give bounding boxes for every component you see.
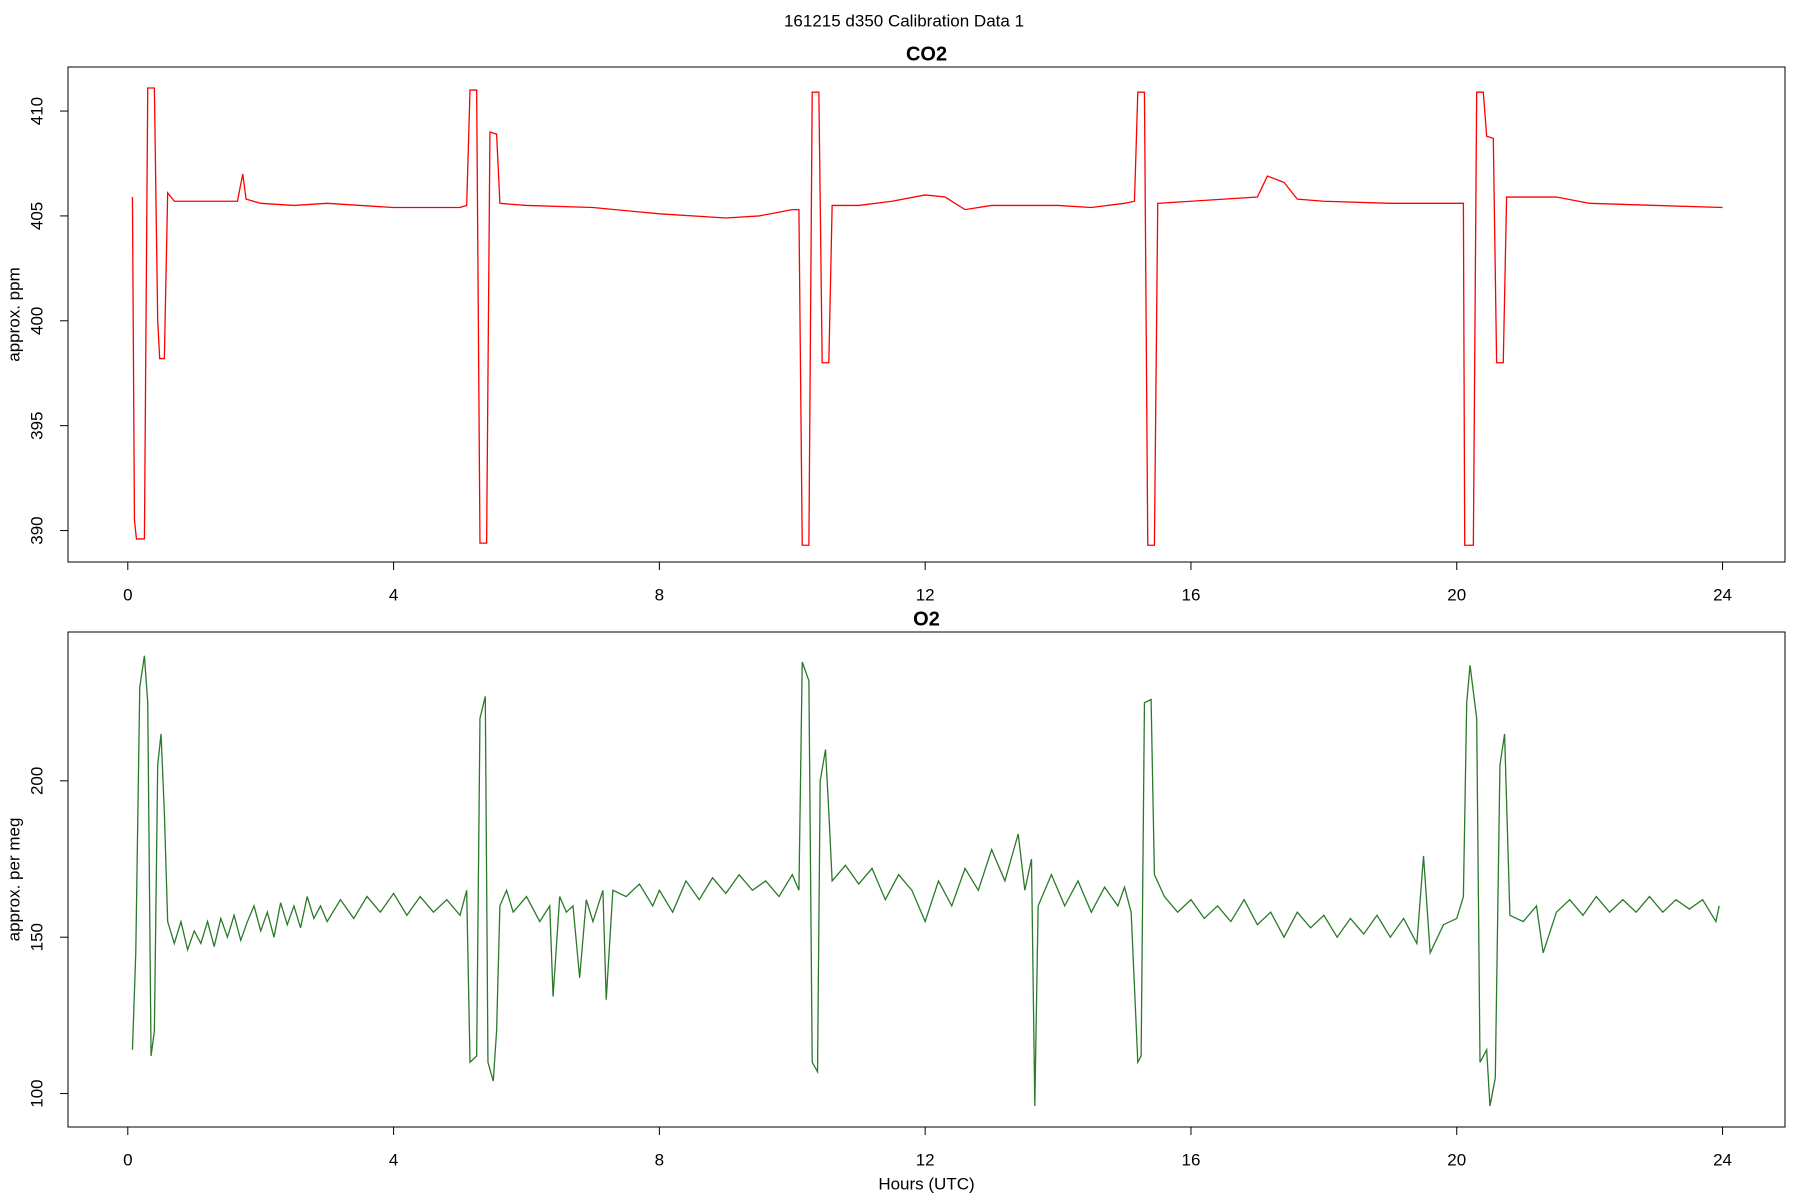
x-tick-label: 20 — [1447, 1150, 1466, 1169]
y-tick-label: 390 — [27, 516, 46, 544]
page-title: 161215 d350 Calibration Data 1 — [784, 11, 1024, 30]
y-tick-label: 150 — [27, 923, 46, 951]
chart-title: O2 — [913, 608, 940, 630]
x-tick-label: 12 — [916, 585, 935, 604]
x-tick-label: 8 — [655, 585, 664, 604]
x-tick-label: 16 — [1181, 1150, 1200, 1169]
y-axis-label: approx. ppm — [4, 267, 23, 362]
x-tick-label: 8 — [655, 1150, 664, 1169]
data-line — [131, 87, 1723, 546]
x-tick-label: 16 — [1181, 585, 1200, 604]
y-tick-label: 200 — [27, 767, 46, 795]
x-tick-label: 20 — [1447, 585, 1466, 604]
x-tick-label: 12 — [916, 1150, 935, 1169]
x-tick-label: 24 — [1713, 1150, 1732, 1169]
y-tick-label: 395 — [27, 411, 46, 439]
y-tick-label: 100 — [27, 1079, 46, 1107]
y-tick-label: 410 — [27, 97, 46, 125]
data-line — [131, 655, 1720, 1107]
y-axis-label: approx. per meg — [4, 818, 23, 942]
x-tick-label: 4 — [389, 585, 398, 604]
chart-title: CO2 — [906, 43, 947, 65]
y-tick-label: 405 — [27, 202, 46, 230]
x-axis-label: Hours (UTC) — [878, 1174, 974, 1193]
y-tick-label: 400 — [27, 307, 46, 335]
x-tick-label: 0 — [123, 1150, 132, 1169]
x-tick-label: 4 — [389, 1150, 398, 1169]
x-tick-label: 0 — [123, 585, 132, 604]
x-tick-label: 24 — [1713, 585, 1732, 604]
